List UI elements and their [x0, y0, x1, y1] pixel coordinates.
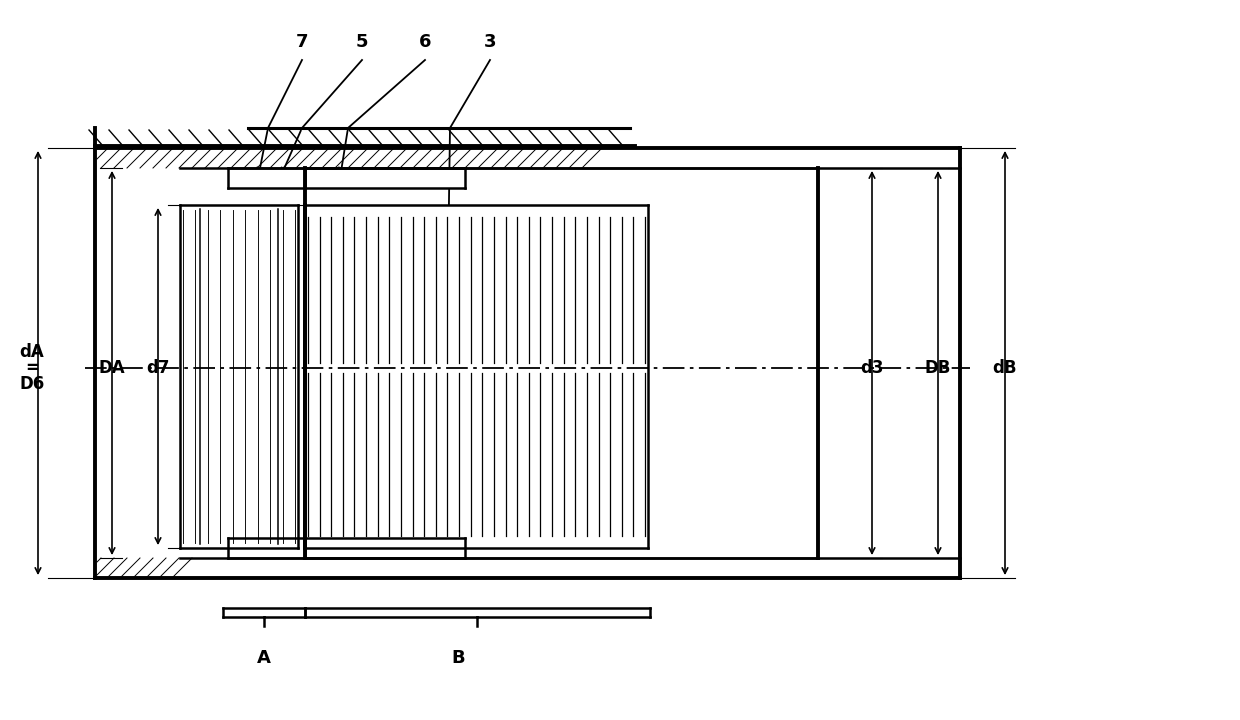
Text: 5: 5: [356, 33, 368, 51]
Text: dA
=
D6: dA = D6: [20, 343, 45, 393]
Text: 6: 6: [419, 33, 432, 51]
Bar: [228, 168, 305, 188]
Bar: [305, 205, 649, 548]
Text: 7: 7: [296, 33, 309, 51]
Bar: [228, 538, 305, 558]
Bar: [305, 168, 818, 558]
Bar: [305, 538, 465, 558]
Text: dB: dB: [993, 359, 1017, 377]
Text: DB: DB: [925, 359, 951, 377]
Bar: [180, 205, 298, 548]
Text: 3: 3: [484, 33, 496, 51]
Text: B: B: [451, 649, 465, 667]
Bar: [305, 168, 465, 188]
Text: D7: D7: [200, 359, 224, 377]
Text: d3: d3: [861, 359, 884, 377]
Text: DA: DA: [99, 359, 125, 377]
Text: d7: d7: [146, 359, 170, 377]
Text: A: A: [257, 649, 270, 667]
